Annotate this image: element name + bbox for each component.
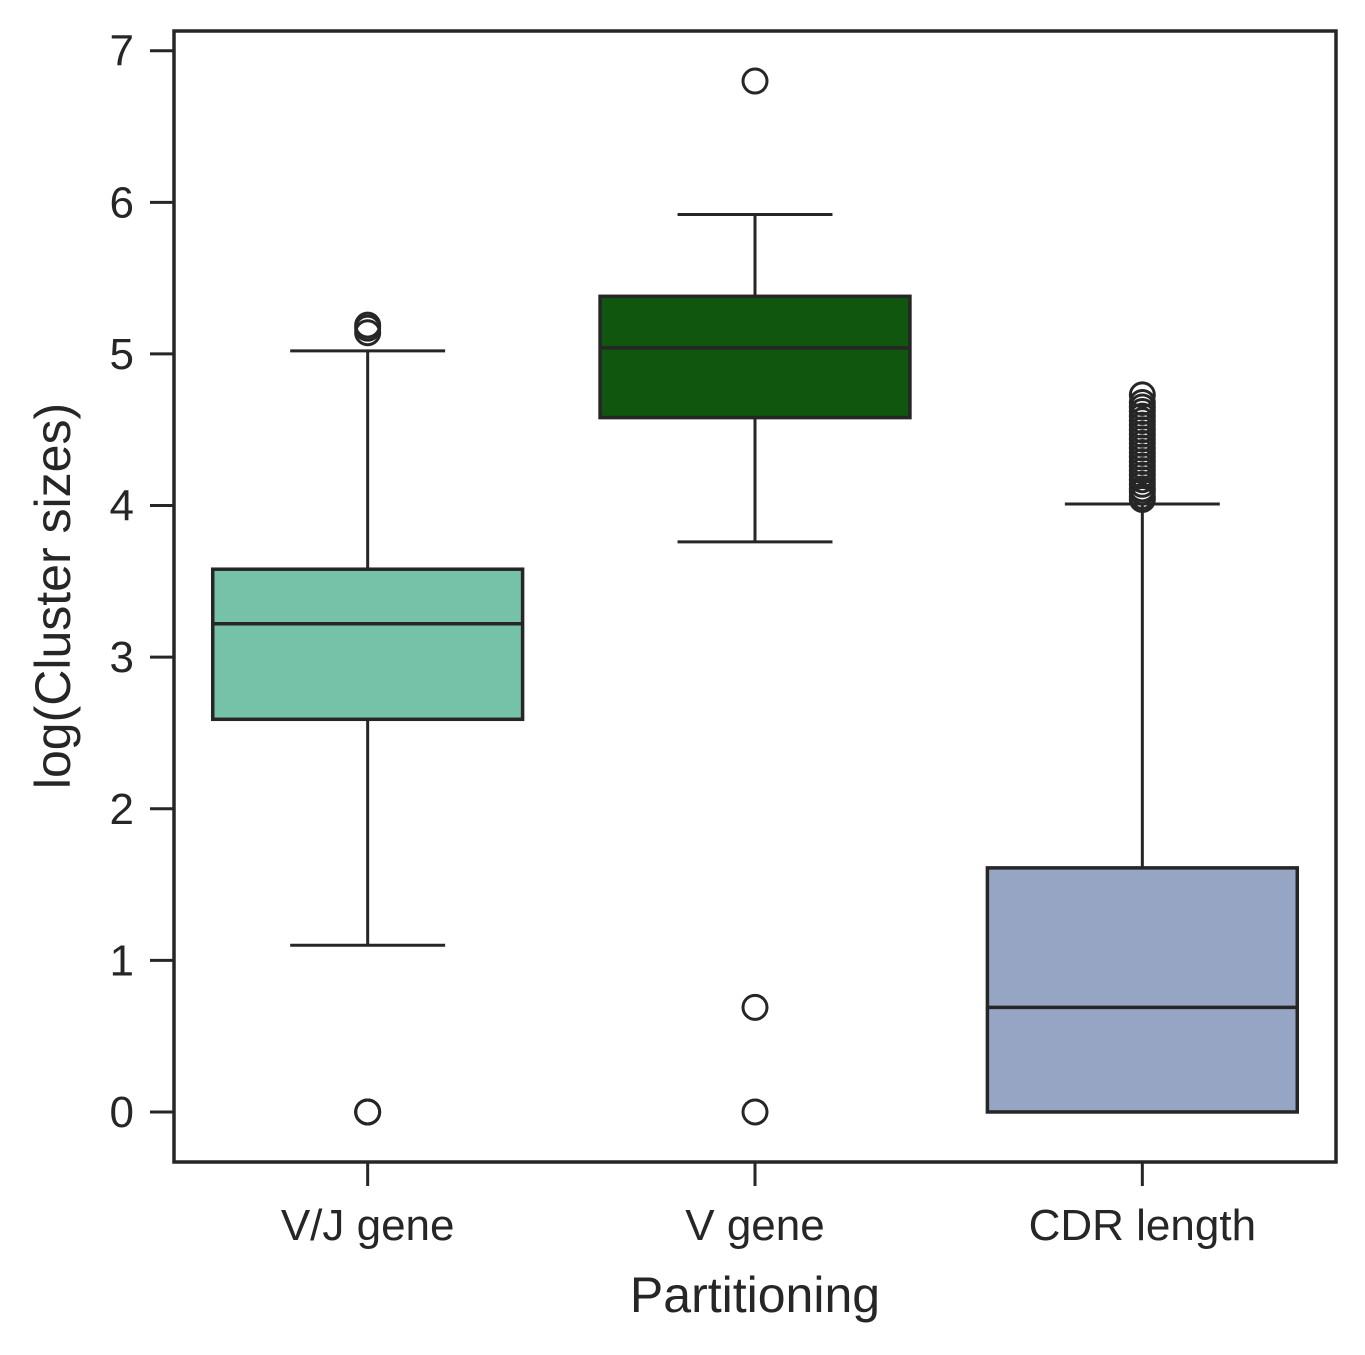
y-tick-label: 5: [110, 330, 134, 379]
outlier-point: [741, 993, 769, 1021]
outlier-point: [1128, 388, 1156, 416]
box-0: [210, 567, 525, 722]
outlier-point: [741, 1098, 769, 1126]
y-tick-label: 1: [110, 936, 134, 985]
y-tick-label: 7: [110, 27, 134, 76]
outlier-point: [1128, 381, 1156, 409]
y-axis-title: log(Cluster sizes): [25, 403, 81, 789]
x-tick-label: V gene: [685, 1201, 824, 1250]
y-tick-label: 6: [110, 178, 134, 227]
x-tick-label: V/J gene: [281, 1201, 455, 1250]
box-1: [598, 294, 912, 420]
outlier-point: [354, 1098, 382, 1126]
y-tick-label: 2: [110, 785, 134, 834]
x-tick-label: CDR length: [1029, 1201, 1256, 1250]
x-axis-title: Partitioning: [630, 1267, 880, 1323]
outlier-point: [354, 311, 382, 339]
y-tick-label: 3: [110, 633, 134, 682]
plot-frame: [172, 29, 1338, 1164]
y-tick-label: 4: [110, 482, 134, 531]
plot-area: 0 1 2 3 4 5 6 7 V/J gene V gene CDR length: [110, 27, 1338, 1250]
box-2: [985, 866, 1300, 1114]
y-tick-label: 0: [110, 1088, 134, 1137]
outlier-point: [741, 67, 769, 95]
